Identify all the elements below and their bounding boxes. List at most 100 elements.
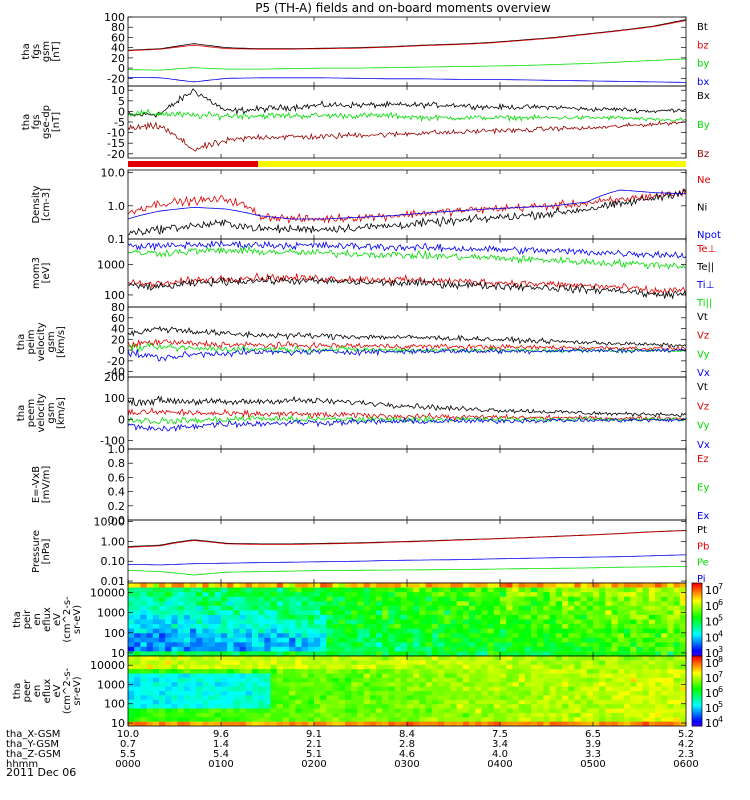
spectrogram-cell	[326, 699, 334, 705]
spectrogram-cell	[493, 624, 501, 630]
spectrogram-cell	[208, 695, 216, 701]
spectrogram-cell	[493, 686, 501, 692]
spectrogram-cell	[667, 656, 675, 661]
spectrogram-cell	[270, 691, 278, 696]
spectrogram-cell	[289, 646, 296, 653]
spectrogram-cell	[332, 596, 340, 602]
series-line-Npot	[128, 189, 686, 220]
spectrogram-cell	[617, 708, 625, 714]
spectrogram-cell	[320, 660, 327, 666]
spectrogram-cell	[152, 596, 160, 602]
spectrogram-cell	[562, 660, 569, 666]
spectrogram-cell	[283, 691, 290, 696]
spectrogram-cell	[221, 712, 228, 718]
spectrogram-cell	[630, 583, 637, 589]
spectrogram-cell	[276, 583, 284, 589]
spectrogram-cell	[413, 610, 420, 616]
spectrogram-cell	[462, 721, 470, 726]
spectrogram-cell	[624, 664, 631, 670]
spectrogram-cell	[543, 664, 551, 670]
spectrogram-cell	[363, 651, 371, 656]
series-line-Pt	[128, 530, 686, 547]
spectrogram-cell	[388, 601, 396, 607]
spectrogram-cell	[617, 695, 625, 701]
spectrogram-cell	[388, 633, 396, 639]
spectrogram-cell	[475, 691, 482, 696]
spectrogram-cell	[301, 691, 309, 696]
x-axis-row-label: hhmm	[6, 759, 38, 770]
spectrogram-cell	[276, 673, 284, 679]
spectrogram-cell	[630, 592, 637, 598]
spectrogram-cell	[400, 708, 408, 714]
spectrogram-cell	[580, 660, 588, 666]
colorbar-step	[692, 583, 702, 586]
spectrogram-cell	[363, 660, 371, 666]
legend-entry: Bz	[697, 149, 709, 160]
spectrogram-cell	[419, 717, 427, 723]
spectrogram-cell	[270, 664, 278, 670]
spectrogram-cell	[295, 721, 303, 726]
spectrogram-cell	[134, 596, 141, 602]
spectrogram-cell	[593, 605, 600, 611]
spectrogram-cell	[568, 605, 575, 611]
spectrogram-cell	[481, 686, 489, 692]
spectrogram-cell	[301, 669, 309, 675]
spectrogram-cell	[524, 721, 532, 726]
colorbar-step	[692, 720, 702, 723]
spectrogram-cell	[400, 583, 408, 589]
spectrogram-cell	[543, 677, 551, 683]
spectrogram-cell	[276, 592, 284, 598]
spectrogram-cell	[593, 669, 600, 675]
x-axis-value: 4.2	[678, 739, 694, 750]
spectrogram-cell	[518, 712, 526, 718]
spectrogram-cell	[611, 596, 619, 602]
spectrogram-cell	[245, 637, 253, 643]
spectrogram-cell	[524, 614, 532, 621]
series-lines	[128, 240, 686, 300]
spectrogram-cell	[239, 642, 247, 648]
spectrogram-cell	[314, 596, 321, 602]
spectrogram-cell	[655, 619, 662, 625]
spectrogram-cell	[134, 717, 141, 723]
spectrogram-cell	[196, 642, 203, 648]
colorbar-step	[692, 656, 702, 659]
spectrogram-cell	[233, 646, 241, 653]
spectrogram-cell	[555, 624, 563, 630]
spectrogram-cell	[345, 669, 352, 675]
spectrogram-cell	[301, 695, 309, 701]
spectrogram-cell	[351, 660, 358, 666]
spectrogram-cell	[276, 699, 284, 705]
spectrogram-cell	[134, 610, 141, 616]
spectrogram-cell	[208, 708, 216, 714]
spectrogram-cell	[214, 642, 222, 648]
spectrogram-cell	[177, 682, 185, 688]
spectrogram-cell	[258, 673, 265, 679]
spectrogram-cell	[202, 619, 210, 625]
spectrogram-cell	[543, 614, 551, 621]
spectrogram-cell	[221, 686, 228, 692]
spectrogram-cell	[159, 605, 166, 611]
spectrogram-cell	[636, 628, 644, 634]
spectrogram-cell	[307, 717, 315, 723]
spectrogram-cell	[549, 691, 557, 696]
spectrogram-cell	[369, 682, 377, 688]
spectrogram-cell	[227, 646, 234, 653]
spectrogram-cell	[338, 656, 346, 661]
spectrogram-cell	[264, 682, 272, 688]
spectrogram-cell	[679, 660, 686, 666]
spectrogram-cell	[487, 637, 495, 643]
spectrogram-cell	[196, 695, 203, 701]
spectrogram-cell	[493, 682, 501, 688]
x-axis-value: 1.4	[213, 739, 229, 750]
spectrogram-cell	[419, 695, 427, 701]
spectrogram-cell	[419, 610, 427, 616]
spectrogram-cell	[500, 721, 507, 726]
spectrogram-cell	[605, 610, 613, 616]
spectrogram-cell	[438, 686, 445, 692]
spectrogram-cell	[326, 712, 334, 718]
spectrogram-cell	[531, 605, 538, 611]
series-lines	[128, 325, 686, 362]
spectrogram-cell	[493, 712, 501, 718]
spectrogram-cell	[512, 721, 520, 726]
spectrogram-cell	[314, 592, 321, 598]
